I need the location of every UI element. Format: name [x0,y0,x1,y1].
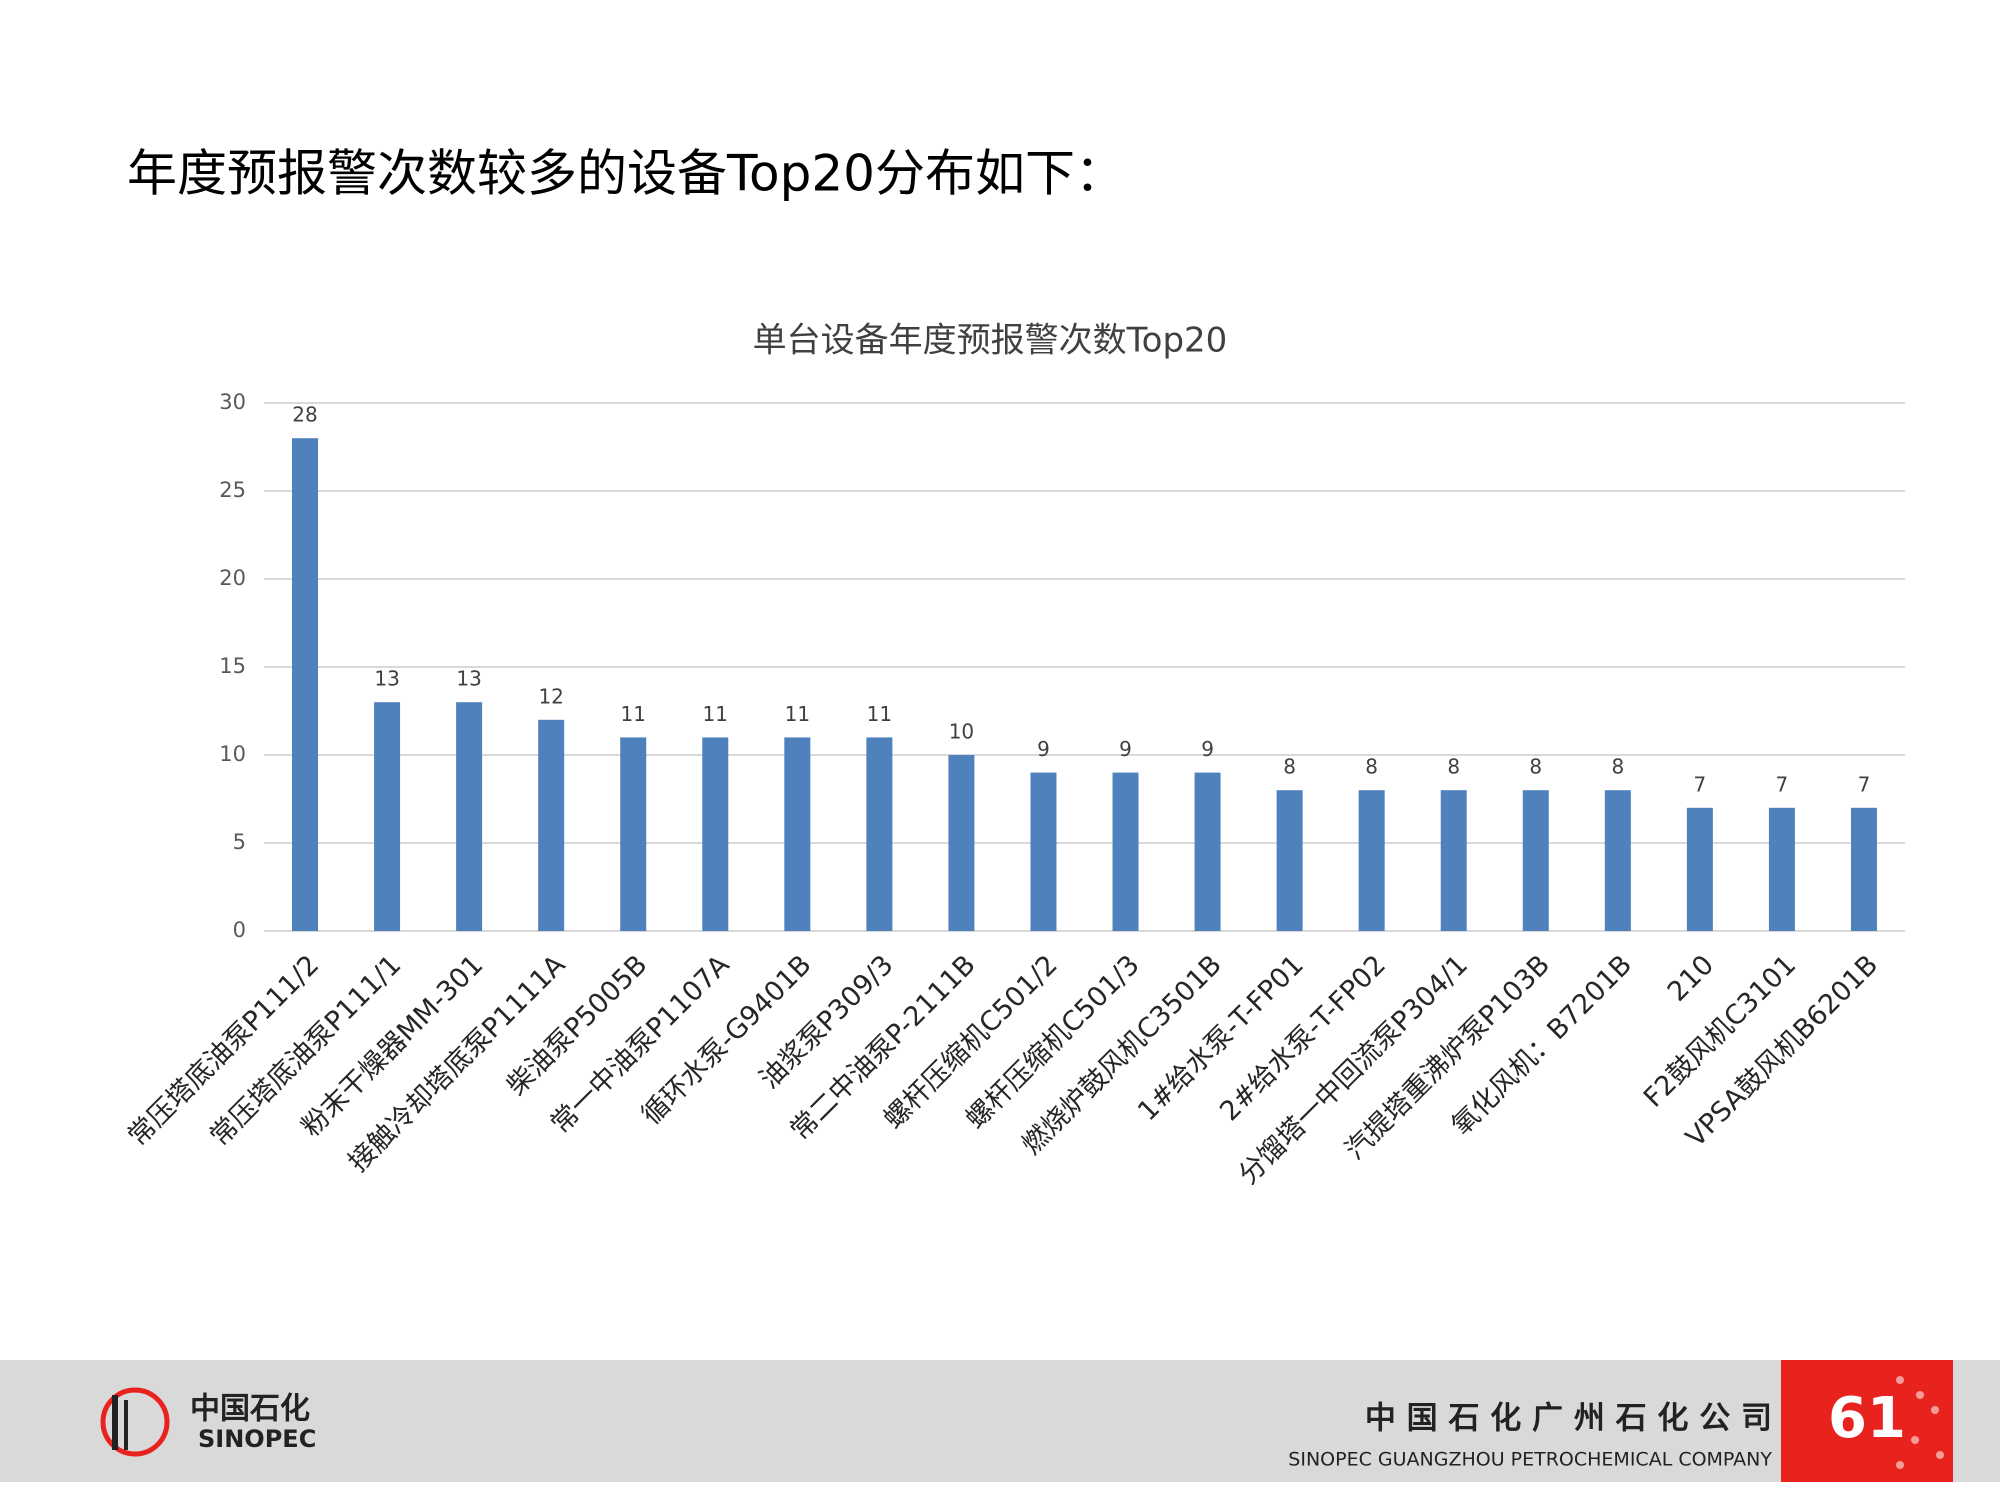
bar [702,737,729,931]
data-label: 11 [785,702,810,726]
logo [100,1387,170,1457]
bar [1358,790,1385,931]
y-tick-label: 25 [219,478,246,502]
bar [1604,790,1631,931]
data-label: 8 [1283,755,1296,779]
y-tick-label: 5 [233,830,246,854]
page-number: 61 [1828,1386,1906,1451]
footer-band [0,1360,2000,1482]
data-label: 7 [1776,772,1789,796]
bar [538,719,565,931]
dots [1896,1376,1944,1469]
bar [1276,790,1303,931]
data-label: 7 [1858,772,1871,796]
bar [1850,807,1877,931]
bar [784,737,811,931]
bar [1768,807,1795,931]
y-tick-label: 0 [233,918,246,942]
bar [1440,790,1467,931]
data-label: 7 [1694,772,1707,796]
bar [1194,772,1221,931]
page-box [1781,1360,1953,1482]
bar [620,737,647,931]
bar [456,702,483,931]
bar [1686,807,1713,931]
chart: 051015202530常压塔底油泵P111/228常压塔底油泵P111/113… [122,390,1905,1191]
y-tick-label: 10 [219,742,246,766]
bar [374,702,401,931]
x-tick-label: 柴油泵P5005B [501,949,653,1101]
data-label: 9 [1119,737,1132,761]
y-tick-label: 20 [219,566,246,590]
data-label: 13 [456,667,481,691]
data-label: 13 [374,667,399,691]
y-tick-label: 30 [219,390,246,414]
slide-heading: 年度预报警次数较多的设备Top20分布如下： [127,145,1125,203]
data-label: 8 [1447,755,1460,779]
logo-en: SINOPEC [198,1425,316,1453]
chart-title: 单台设备年度预报警次数Top20 [753,321,1228,361]
company-en: SINOPEC GUANGZHOU PETROCHEMICAL COMPANY [1288,1449,1772,1471]
data-label: 8 [1611,755,1624,779]
data-label: 9 [1037,737,1050,761]
company-cn: 中 国 石 化 广 州 石 化 公 司 [1365,1401,1772,1437]
bar [948,755,975,931]
data-label: 8 [1365,755,1378,779]
data-label: 11 [703,702,728,726]
data-label: 11 [620,702,645,726]
bar [1522,790,1549,931]
x-tick-label: F2鼓风机C3101 [1638,949,1802,1113]
data-label: 8 [1529,755,1542,779]
bar [1112,772,1139,931]
bar [292,438,319,931]
data-label: 9 [1201,737,1214,761]
bar [866,737,893,931]
data-label: 28 [292,403,317,427]
data-label: 10 [949,720,974,744]
data-label: 12 [538,684,563,708]
data-label: 11 [867,702,892,726]
logo-cn: 中国石化 [190,1392,310,1427]
bar [1030,772,1057,931]
x-tick-label: 210 [1662,949,1720,1007]
y-tick-label: 15 [219,654,246,678]
